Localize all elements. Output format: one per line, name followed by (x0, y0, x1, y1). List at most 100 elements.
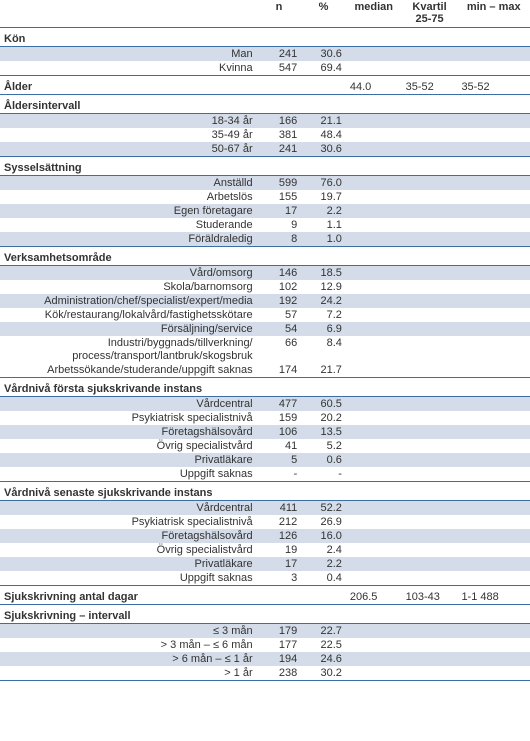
cell-median (346, 61, 402, 76)
cell-n: 54 (257, 322, 302, 336)
cell-kvartil (402, 232, 458, 247)
cell-minmax (457, 280, 530, 294)
cell-minmax (457, 95, 530, 114)
cell-n: 599 (257, 176, 302, 191)
cell-minmax (457, 266, 530, 281)
cell-median (346, 439, 402, 453)
cell-pct (301, 95, 346, 114)
cell-kvartil (402, 378, 458, 397)
cell-minmax (457, 247, 530, 266)
cell-pct: 2.2 (301, 204, 346, 218)
table-row: > 1 år23830.2 (0, 666, 530, 681)
cell-n: 241 (257, 47, 302, 62)
section-title: Åldersintervall (0, 95, 257, 114)
cell-pct: 2.4 (301, 543, 346, 557)
cell-pct (301, 76, 346, 95)
row-label: 18-34 år (0, 114, 257, 129)
cell-n (257, 247, 302, 266)
cell-pct: 13.5 (301, 425, 346, 439)
cell-n: 5 (257, 453, 302, 467)
row-label: Uppgift saknas (0, 467, 257, 482)
cell-minmax (457, 467, 530, 482)
cell-pct: 60.5 (301, 397, 346, 412)
row-label: Arbetssökande/studerande/uppgift saknas (0, 363, 257, 378)
cell-minmax (457, 571, 530, 586)
cell-median (346, 638, 402, 652)
cell-n: 179 (257, 624, 302, 639)
cell-pct (301, 586, 346, 605)
cell-kvartil (402, 666, 458, 681)
cell-n (257, 586, 302, 605)
cell-pct (301, 157, 346, 176)
row-label: Skola/barnomsorg (0, 280, 257, 294)
cell-kvartil (402, 467, 458, 482)
cell-n (257, 28, 302, 47)
cell-n: 57 (257, 308, 302, 322)
section-title: Sjukskrivning antal dagar (0, 586, 257, 605)
cell-kvartil (402, 425, 458, 439)
cell-kvartil (402, 439, 458, 453)
cell-minmax (457, 624, 530, 639)
cell-pct: 22.5 (301, 638, 346, 652)
cell-pct: 0.4 (301, 571, 346, 586)
cell-minmax (457, 439, 530, 453)
cell-n: 146 (257, 266, 302, 281)
row-label: Övrig specialistvård (0, 543, 257, 557)
table-row: Industri/byggnads/tillverkning/ process/… (0, 336, 530, 363)
cell-kvartil (402, 529, 458, 543)
cell-minmax (457, 666, 530, 681)
cell-median (346, 114, 402, 129)
section-title: Vårdnivå första sjukskrivande instans (0, 378, 257, 397)
cell-n: 102 (257, 280, 302, 294)
cell-n: 547 (257, 61, 302, 76)
row-label: Företagshälsovård (0, 425, 257, 439)
row-label: Studerande (0, 218, 257, 232)
header-row: n % median Kvartil 25-75 min – max (0, 0, 530, 28)
cell-kvartil (402, 142, 458, 157)
table-row: Egen företagare172.2 (0, 204, 530, 218)
cell-kvartil (402, 190, 458, 204)
table-row: Psykiatrisk specialistnivå21226.9 (0, 515, 530, 529)
cell-pct: 30.2 (301, 666, 346, 681)
cell-median (346, 232, 402, 247)
table-row: Vård/omsorg14618.5 (0, 266, 530, 281)
table-row: Vårdcentral41152.2 (0, 501, 530, 516)
cell-median: 44.0 (346, 76, 402, 95)
cell-median (346, 411, 402, 425)
table-row: > 3 mån – ≤ 6 mån17722.5 (0, 638, 530, 652)
cell-median (346, 218, 402, 232)
row-label: > 1 år (0, 666, 257, 681)
table-row: Kök/restaurang/lokalvård/fastighetssköta… (0, 308, 530, 322)
row-label: Arbetslös (0, 190, 257, 204)
cell-kvartil (402, 95, 458, 114)
table-row: Skola/barnomsorg10212.9 (0, 280, 530, 294)
cell-kvartil (402, 453, 458, 467)
cell-n (257, 482, 302, 501)
col-kvartil: Kvartil 25-75 (402, 0, 458, 28)
table-row: 18-34 år16621.1 (0, 114, 530, 129)
row-label: Industri/byggnads/tillverkning/ process/… (0, 336, 257, 363)
cell-median (346, 142, 402, 157)
cell-median (346, 128, 402, 142)
cell-n (257, 157, 302, 176)
cell-n: 17 (257, 204, 302, 218)
table-row: 35-49 år38148.4 (0, 128, 530, 142)
cell-n: 212 (257, 515, 302, 529)
cell-pct: 18.5 (301, 266, 346, 281)
cell-pct: 19.7 (301, 190, 346, 204)
cell-n: 155 (257, 190, 302, 204)
cell-kvartil (402, 638, 458, 652)
cell-minmax (457, 411, 530, 425)
cell-median (346, 157, 402, 176)
cell-pct: 7.2 (301, 308, 346, 322)
cell-pct: 24.2 (301, 294, 346, 308)
cell-kvartil (402, 571, 458, 586)
cell-minmax (457, 142, 530, 157)
section-title: Vårdnivå senaste sjukskrivande instans (0, 482, 257, 501)
cell-minmax (457, 557, 530, 571)
cell-n: 106 (257, 425, 302, 439)
cell-minmax (457, 128, 530, 142)
row-label: Vårdcentral (0, 501, 257, 516)
cell-minmax (457, 308, 530, 322)
row-label: Föräldraledig (0, 232, 257, 247)
